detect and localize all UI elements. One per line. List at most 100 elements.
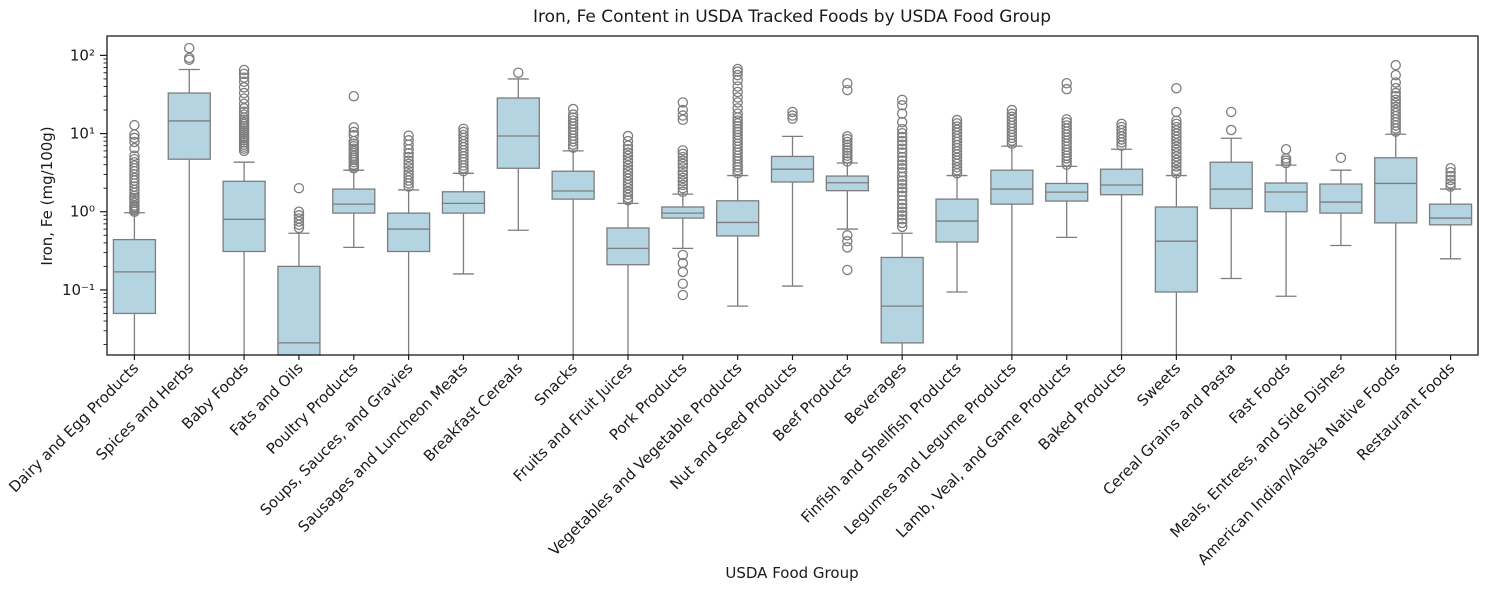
outlier-point (732, 108, 743, 119)
outlier-point (129, 150, 140, 162)
outlier-point (842, 147, 853, 159)
outlier-point (1445, 178, 1456, 189)
outlier-point (732, 103, 743, 114)
box (551, 170, 595, 200)
outlier-point (1171, 118, 1182, 130)
outlier-point (348, 143, 360, 154)
outlier-point (1225, 124, 1237, 136)
box (1154, 206, 1199, 293)
outlier-point (842, 84, 853, 96)
outlier-point (1171, 154, 1182, 166)
outlier-point (403, 169, 414, 180)
x-tick-label: Vegetables and Vegetable Products (545, 359, 745, 559)
outlier-point (677, 151, 689, 163)
outlier-point (732, 66, 743, 77)
x-tick-label: Poultry Products (263, 359, 362, 458)
outlier-point (622, 150, 634, 162)
outlier-point (348, 91, 360, 102)
outlier-point (1116, 124, 1127, 136)
outlier-point (403, 151, 414, 163)
box (167, 92, 211, 160)
outlier-point (1390, 82, 1401, 94)
outlier-point (677, 155, 689, 166)
outlier-point (896, 108, 908, 119)
outlier-point (951, 114, 963, 126)
outlier-point (677, 249, 689, 261)
outlier-point (732, 86, 743, 98)
outlier-point (1006, 108, 1018, 120)
outlier-point (896, 166, 908, 178)
outlier-point (732, 97, 743, 108)
outlier-point (951, 118, 963, 129)
outlier-point (1445, 170, 1456, 182)
outlier-point (1390, 77, 1401, 88)
outlier-point (1445, 162, 1456, 174)
outlier-point (238, 76, 250, 87)
outlier-point (677, 186, 689, 198)
outlier-point (348, 130, 360, 141)
outlier-point (458, 123, 469, 135)
outlier-point (896, 131, 908, 143)
outlier-point (1171, 164, 1182, 176)
outlier-point (677, 97, 689, 108)
outlier-point (1061, 78, 1072, 89)
outlier-point (403, 155, 414, 166)
outlier-point (787, 106, 798, 118)
box (222, 180, 266, 253)
outlier-point (842, 131, 853, 142)
outlier-point (293, 206, 305, 217)
outlier-point (732, 81, 743, 92)
outlier-point (896, 100, 908, 111)
box (606, 227, 650, 266)
outlier-point (677, 165, 689, 177)
outlier-point (732, 92, 743, 103)
outlier-point (896, 214, 908, 225)
outlier-point (403, 165, 414, 177)
outlier-point (293, 210, 305, 221)
outlier-point (1390, 91, 1401, 102)
outlier-point (896, 171, 908, 183)
outlier-point (896, 139, 908, 150)
outlier-point (842, 153, 853, 164)
outlier-point (677, 148, 689, 160)
outlier-point (842, 264, 853, 276)
outlier-point (896, 221, 908, 233)
outlier-point (677, 179, 689, 191)
box (1099, 168, 1144, 196)
outlier-point (1335, 152, 1347, 164)
box (1374, 157, 1418, 224)
outlier-point (1006, 104, 1018, 116)
outlier-point (1116, 118, 1127, 130)
box (1264, 182, 1308, 213)
outlier-point (896, 143, 908, 154)
box (332, 188, 376, 214)
outlier-point (896, 135, 908, 147)
outlier-point (1061, 83, 1072, 95)
outlier-point (1445, 166, 1456, 178)
outlier-point (403, 162, 414, 173)
outlier-point (403, 147, 414, 159)
outlier-point (1390, 97, 1401, 109)
outlier-point (732, 126, 743, 138)
outlier-point (677, 289, 689, 301)
outlier-point (1390, 104, 1401, 116)
outlier-point (896, 178, 908, 190)
outlier-point (129, 142, 140, 154)
outlier-point (677, 145, 689, 156)
outlier-point (238, 109, 250, 120)
outlier-point (1390, 87, 1401, 99)
outlier-point (1006, 111, 1018, 123)
outlier-point (896, 198, 908, 210)
outlier-point (842, 145, 853, 156)
box (880, 256, 924, 344)
outlier-point (348, 126, 360, 138)
box (441, 191, 486, 214)
outlier-point (567, 103, 579, 115)
outlier-point (1390, 59, 1401, 71)
outlier-point (622, 163, 634, 175)
outlier-point (732, 63, 743, 75)
outlier-point (348, 138, 360, 150)
outlier-point (842, 78, 853, 89)
